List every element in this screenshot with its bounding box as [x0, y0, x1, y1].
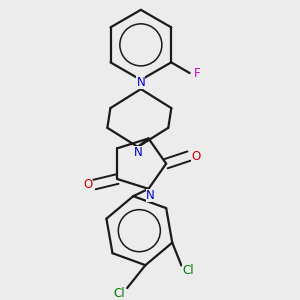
Text: N: N [134, 146, 142, 160]
Text: N: N [146, 189, 154, 202]
Text: N: N [136, 76, 145, 89]
Text: Cl: Cl [182, 265, 194, 278]
Text: O: O [191, 149, 200, 163]
Text: Cl: Cl [114, 287, 125, 300]
Text: F: F [194, 67, 201, 80]
Text: O: O [83, 178, 92, 191]
